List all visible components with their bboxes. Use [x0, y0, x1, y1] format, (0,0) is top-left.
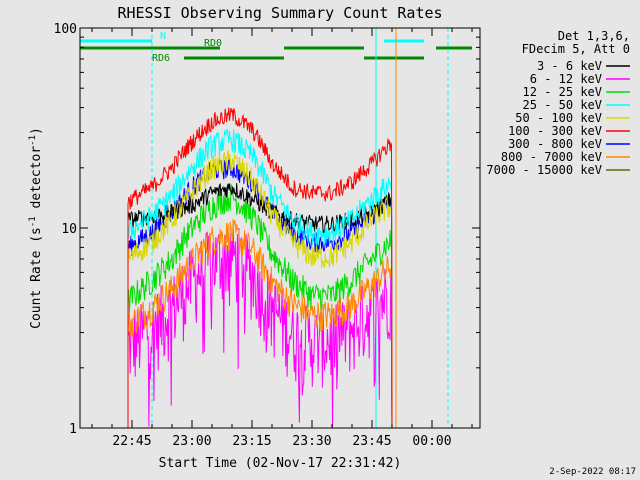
date-stamp: 2-Sep-2022 08:17 [549, 467, 636, 477]
x-tick-label: 00:00 [412, 434, 451, 449]
y-tick-label: 100 [54, 22, 77, 37]
series-line-800-7000-kev [127, 219, 393, 429]
series-line-50-100-kev [127, 150, 393, 429]
y-axis-ticks: 1 10 100 [54, 22, 480, 437]
chart-title: RHESSI Observing Summary Count Rates [117, 4, 442, 22]
legend-label: 300 - 800 keV [508, 137, 602, 151]
legend-header-line-1: Det 1,3,6, [558, 29, 630, 43]
y-tick-label: 1 [69, 422, 77, 437]
legend-label: 7000 - 15000 keV [486, 163, 602, 177]
legend-label: 3 - 6 keV [537, 59, 602, 73]
y-tick-label: 10 [61, 222, 77, 237]
series-group [127, 107, 393, 429]
series-line-100-300-kev [127, 107, 393, 429]
x-tick-label: 23:15 [232, 434, 271, 449]
legend-label: 100 - 300 keV [508, 124, 602, 138]
x-tick-label: 22:45 [112, 434, 151, 449]
legend-label: 6 - 12 keV [530, 72, 602, 86]
y-axis-label-sup2: -1 [28, 135, 38, 146]
y-axis-label-end: ) [29, 127, 44, 135]
x-tick-label: 23:45 [352, 434, 391, 449]
y-axis-label-main: Count Rate (s [29, 227, 44, 329]
series-line-6-12-kev [127, 223, 393, 429]
y-axis-label: Count Rate (s-1 detector-1) [28, 127, 44, 329]
flag-label-n: N [160, 31, 166, 42]
legend-label: 800 - 7000 keV [501, 150, 602, 164]
legend-label: 12 - 25 keV [523, 85, 602, 99]
legend-header-line-2: FDecim 5, Att 0 [522, 42, 630, 56]
series-line-3-6-kev [127, 182, 393, 429]
x-axis-label: Start Time (02-Nov-17 22:31:42) [159, 456, 402, 471]
x-tick-label: 23:30 [292, 434, 331, 449]
flag-label-rd6: RD6 [152, 53, 170, 64]
y-axis-label-sup1: -1 [28, 216, 38, 227]
series-line-12-25-kev [127, 183, 393, 429]
x-axis-ticks: 22:45 23:00 23:15 23:30 23:45 00:00 [91, 28, 473, 449]
flag-label-rd0: RD0 [204, 38, 222, 49]
legend-label: 25 - 50 keV [523, 98, 602, 112]
series-line-25-50-kev [127, 129, 393, 429]
y-axis-label-mid: detector [29, 146, 44, 217]
legend-label: 50 - 100 keV [515, 111, 602, 125]
instrument-flags: N RD0 RD6 [80, 31, 472, 64]
x-tick-label: 23:00 [172, 434, 211, 449]
